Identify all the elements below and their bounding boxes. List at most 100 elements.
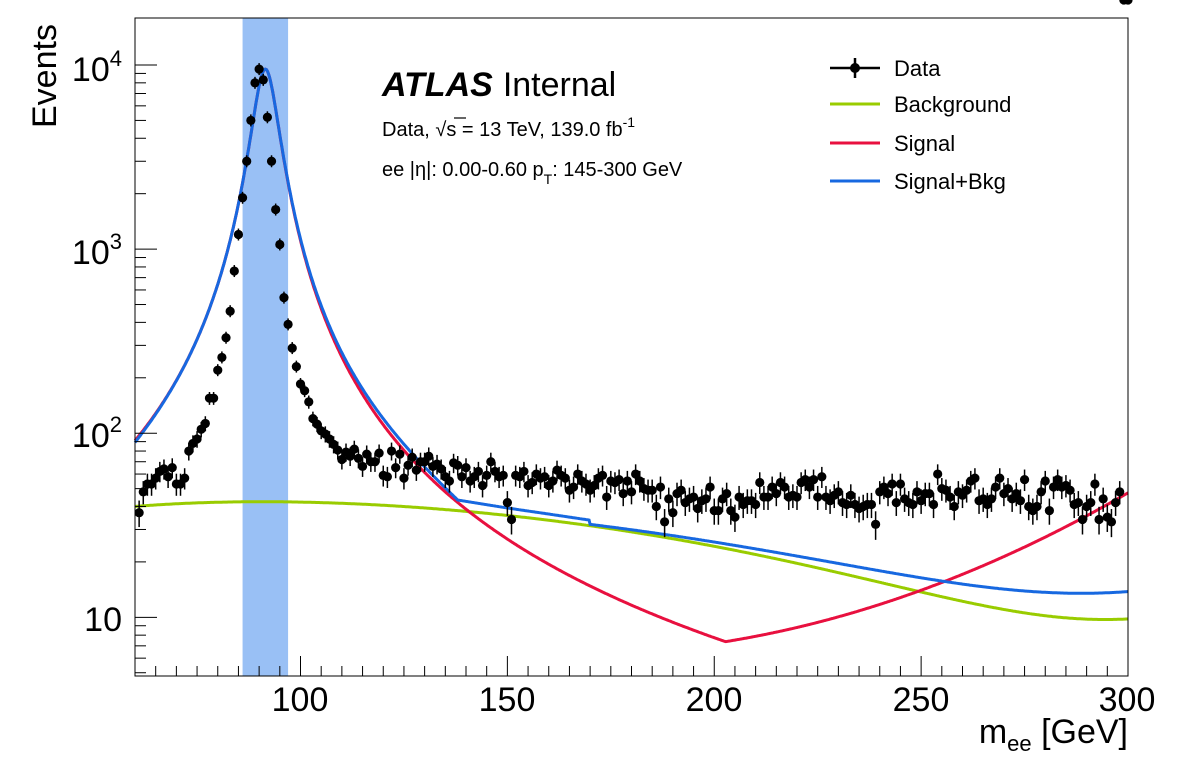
- data-point: [560, 473, 570, 483]
- data-point: [833, 487, 843, 497]
- y-axis-label: Events: [26, 24, 64, 128]
- data-point: [217, 352, 227, 363]
- data-point: [540, 472, 550, 482]
- data-point: [395, 449, 405, 459]
- data-point: [792, 492, 802, 502]
- data-point: [1073, 497, 1083, 508]
- data-point: [167, 463, 177, 473]
- data-point: [722, 488, 732, 499]
- legend-entry-background: Background: [830, 92, 1011, 117]
- data-point: [991, 482, 1001, 492]
- x-tick-label: 200: [686, 681, 743, 719]
- data-point: [213, 365, 223, 375]
- data-point: [597, 470, 608, 480]
- data-point: [1115, 487, 1125, 497]
- data-point: [242, 156, 252, 166]
- data-point: [477, 480, 488, 491]
- data-point: [730, 512, 740, 522]
- data-point: [701, 494, 711, 504]
- data-point: [229, 266, 239, 276]
- data-point: [337, 454, 347, 465]
- data-point: [726, 505, 736, 516]
- data-point: [804, 482, 815, 492]
- data-point: [424, 451, 434, 461]
- background-curve: [134, 500, 1129, 621]
- annotation-lumi: Data, √s = 13 TeV, 139.0 fb-1: [382, 114, 635, 141]
- legend-marker-data-point: [850, 63, 860, 73]
- data-point: [962, 485, 972, 495]
- data-point: [391, 463, 401, 473]
- data-point: [871, 519, 881, 529]
- data-point: [473, 466, 484, 477]
- data-point: [1098, 494, 1108, 504]
- data-point: [209, 393, 219, 403]
- data-point: [676, 485, 686, 495]
- data-point: [482, 470, 492, 480]
- data-point: [614, 474, 624, 485]
- data-point: [970, 473, 980, 483]
- data-point: [912, 487, 922, 497]
- data-point: [688, 492, 699, 502]
- x-tick-label: 100: [272, 681, 329, 719]
- data-point: [945, 492, 955, 502]
- data-point: [924, 488, 935, 499]
- annotation-selection: ee |η|: 0.00-0.60 pT: 145-300 GeV: [382, 159, 683, 187]
- atlas-label: ATLAS Internal: [381, 66, 616, 104]
- fit-curves: [133, 67, 1129, 644]
- data-point: [486, 457, 496, 467]
- data-point: [879, 482, 889, 492]
- data-point: [258, 75, 268, 85]
- data-point: [771, 488, 781, 499]
- data-point: [573, 469, 583, 479]
- data-point: [138, 487, 148, 497]
- data-point: [887, 479, 897, 489]
- x-tick-label: 250: [893, 681, 950, 719]
- data-point: [345, 451, 355, 461]
- data-point: [928, 499, 939, 510]
- data-point: [498, 470, 508, 480]
- data-point: [444, 476, 455, 486]
- legend-entry-data: Data: [830, 56, 941, 81]
- data-point: [1086, 497, 1096, 508]
- data-point: [800, 474, 810, 485]
- data-point: [283, 319, 293, 329]
- data-point: [300, 386, 310, 396]
- data-point: [1123, 0, 1133, 5]
- x-axis-label: mee [GeV]: [979, 713, 1128, 756]
- data-point: [403, 460, 413, 470]
- data-point: [589, 480, 599, 491]
- data-point: [287, 343, 297, 353]
- data-point: [813, 492, 823, 502]
- data-point: [221, 333, 231, 343]
- data-point: [436, 464, 446, 474]
- data-point: [941, 485, 951, 495]
- x-tick-label: 150: [479, 681, 536, 719]
- legend-label: Background: [894, 92, 1011, 117]
- data-point: [846, 490, 856, 500]
- data-point: [527, 477, 537, 488]
- data-point: [693, 503, 703, 514]
- x-tick-label: 300: [1099, 681, 1156, 719]
- data-point: [1065, 485, 1075, 495]
- data-point: [1110, 497, 1121, 508]
- data-point: [271, 204, 281, 215]
- data-point: [602, 492, 612, 502]
- data-point: [891, 497, 901, 508]
- data-point: [1036, 487, 1046, 497]
- data-point: [568, 482, 579, 492]
- data-point: [767, 482, 777, 492]
- data-point: [357, 461, 368, 472]
- data-point: [353, 453, 364, 463]
- legend-label: Signal: [894, 131, 955, 156]
- x-axis-ticks: [134, 656, 1129, 676]
- data-point: [866, 499, 877, 510]
- data-point: [660, 517, 670, 527]
- legend-label: Signal+Bkg: [894, 169, 1006, 194]
- signal-window-band: [242, 18, 289, 676]
- data-point: [1044, 505, 1054, 516]
- data-point: [411, 465, 421, 475]
- data-point: [184, 446, 194, 456]
- data-point: [399, 473, 409, 483]
